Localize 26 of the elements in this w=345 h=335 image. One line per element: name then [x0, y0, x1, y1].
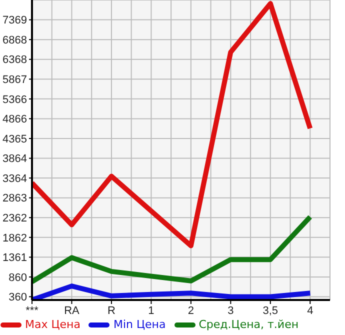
y-tick-label: 3364: [2, 172, 27, 185]
y-tick-label: 1361: [2, 252, 27, 264]
y-tick-label: 4365: [2, 133, 27, 146]
legend-label: Min Цена: [113, 318, 166, 331]
y-tick-label: 4866: [2, 114, 27, 126]
x-tick-label: 3: [228, 304, 234, 317]
y-tick-label: 3864: [2, 153, 27, 166]
x-tick-label: 2: [188, 304, 194, 317]
y-tick-label: 860: [8, 272, 27, 284]
y-tick-label: 6868: [2, 34, 27, 46]
y-tick-label: 2863: [2, 192, 27, 205]
x-tick-label: 3,5: [262, 304, 278, 317]
y-tick-label: 5867: [2, 74, 27, 86]
y-tick-label: 2362: [2, 212, 27, 225]
x-tick-label: 1: [148, 304, 154, 317]
x-tick-label: RA: [64, 304, 80, 317]
legend-label: Сред.Цена, т.йен: [198, 318, 299, 331]
y-tick-label: 6368: [2, 54, 27, 66]
y-tick-label: 7369: [2, 14, 27, 27]
y-tick-label: 5366: [2, 94, 27, 106]
x-tick-label: R: [107, 304, 116, 317]
x-tick-label: 4: [307, 304, 314, 317]
x-tick-label: ***: [26, 304, 40, 317]
legend-label: Max Цена: [25, 318, 80, 331]
y-tick-label: 360: [8, 292, 27, 304]
y-tick-label: 1862: [2, 232, 27, 244]
